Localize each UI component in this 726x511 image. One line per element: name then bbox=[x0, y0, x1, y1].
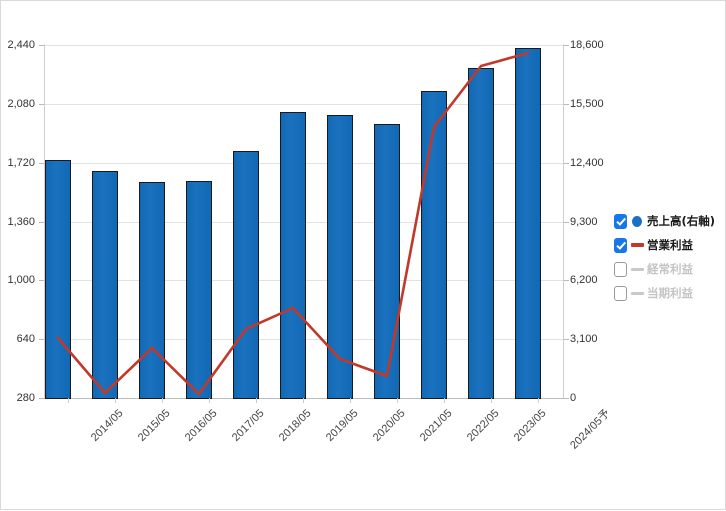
legend-checkbox-sales[interactable] bbox=[614, 213, 627, 229]
left-axis-label: 1,360 bbox=[7, 216, 35, 228]
chart-legend: 売上高(右軸) 営業利益 経常利益 当期利益 bbox=[614, 209, 718, 305]
left-axis-tick bbox=[39, 339, 44, 340]
legend-label-ordinary-profit: 経常利益 bbox=[647, 262, 693, 276]
legend-checkbox-ordinary-profit[interactable] bbox=[614, 261, 627, 277]
right-axis-label: 3,100 bbox=[570, 333, 598, 345]
gray-line-marker-icon bbox=[630, 263, 644, 275]
left-axis-label: 1,720 bbox=[7, 157, 35, 169]
x-minor-tick bbox=[68, 398, 69, 403]
x-minor-tick bbox=[538, 398, 539, 403]
bar-2015[interactable] bbox=[92, 171, 118, 399]
red-line-marker-icon bbox=[630, 239, 644, 251]
right-axis-tick bbox=[564, 398, 569, 399]
left-axis-tick bbox=[39, 280, 44, 281]
x-minor-tick bbox=[491, 398, 492, 403]
left-axis-tick bbox=[39, 222, 44, 223]
right-axis-line bbox=[563, 44, 564, 399]
x-minor-tick bbox=[209, 398, 210, 403]
x-minor-tick bbox=[115, 398, 116, 403]
left-axis-label: 2,080 bbox=[7, 98, 35, 110]
bar-2020[interactable] bbox=[327, 115, 353, 399]
legend-label-operating-profit: 営業利益 bbox=[647, 238, 693, 252]
left-axis-label: 640 bbox=[16, 333, 35, 345]
bar-2018[interactable] bbox=[233, 151, 259, 399]
legend-label-sales: 売上高(右軸) bbox=[647, 214, 716, 228]
right-axis-tick bbox=[564, 280, 569, 281]
legend-item-sales[interactable]: 売上高(右軸) bbox=[614, 209, 718, 233]
bar-2022[interactable] bbox=[421, 91, 447, 399]
x-minor-tick bbox=[256, 398, 257, 403]
left-axis-tick bbox=[39, 163, 44, 164]
legend-checkbox-net-profit[interactable] bbox=[614, 285, 627, 301]
right-axis-label: 18,600 bbox=[570, 39, 604, 51]
x-axis-label-2021: 2021/05 bbox=[417, 407, 455, 444]
x-axis-label-2017: 2017/05 bbox=[229, 407, 267, 444]
left-axis-line bbox=[44, 44, 45, 399]
bar-2021[interactable] bbox=[374, 124, 400, 399]
x-axis-label-2023: 2023/05 bbox=[511, 407, 549, 444]
gray-line-marker-icon bbox=[630, 287, 644, 299]
bar-2016[interactable] bbox=[139, 182, 165, 399]
legend-label-net-profit: 当期利益 bbox=[647, 286, 693, 300]
bar-2017[interactable] bbox=[186, 181, 212, 399]
right-axis-tick bbox=[564, 222, 569, 223]
right-axis-tick bbox=[564, 45, 569, 46]
blue-dot-marker-icon bbox=[630, 215, 644, 227]
x-minor-tick bbox=[350, 398, 351, 403]
x-axis-label-2018: 2018/05 bbox=[276, 407, 314, 444]
left-axis-label: 280 bbox=[16, 392, 35, 404]
right-axis-label: 12,400 bbox=[570, 157, 604, 169]
bar-2024[interactable] bbox=[515, 48, 541, 399]
bar-2019[interactable] bbox=[280, 112, 306, 399]
legend-checkbox-operating-profit[interactable] bbox=[614, 237, 627, 253]
legend-item-operating-profit[interactable]: 営業利益 bbox=[614, 233, 718, 257]
legend-item-net-profit[interactable]: 当期利益 bbox=[614, 281, 718, 305]
x-axis-label-2020: 2020/05 bbox=[370, 407, 408, 444]
gridline bbox=[45, 45, 563, 46]
right-axis-label: 6,200 bbox=[570, 274, 598, 286]
right-axis-label: 15,500 bbox=[570, 98, 604, 110]
legend-item-ordinary-profit[interactable]: 経常利益 bbox=[614, 257, 718, 281]
left-axis-tick bbox=[39, 398, 44, 399]
right-axis-label: 9,300 bbox=[570, 216, 598, 228]
right-axis-label: 0 bbox=[570, 392, 577, 404]
x-axis-label-2024: 2024/05予 bbox=[568, 407, 613, 452]
bar-2014[interactable] bbox=[45, 160, 71, 399]
left-axis-label: 2,440 bbox=[7, 39, 35, 51]
x-axis-label-2015: 2015/05 bbox=[135, 407, 173, 444]
x-minor-tick bbox=[397, 398, 398, 403]
right-axis-tick bbox=[564, 163, 569, 164]
x-minor-tick bbox=[162, 398, 163, 403]
x-axis-label-2022: 2022/05 bbox=[464, 407, 502, 444]
bar-2023[interactable] bbox=[468, 68, 494, 399]
left-axis-tick bbox=[39, 104, 44, 105]
left-axis-tick bbox=[39, 45, 44, 46]
x-minor-tick bbox=[303, 398, 304, 403]
x-minor-tick bbox=[444, 398, 445, 403]
right-axis-tick bbox=[564, 339, 569, 340]
left-axis-label: 1,000 bbox=[7, 274, 35, 286]
x-axis-label-2016: 2016/05 bbox=[182, 407, 220, 444]
x-axis-label-2019: 2019/05 bbox=[323, 407, 361, 444]
right-axis-tick bbox=[564, 104, 569, 105]
x-axis-label-2014: 2014/05 bbox=[88, 407, 126, 444]
